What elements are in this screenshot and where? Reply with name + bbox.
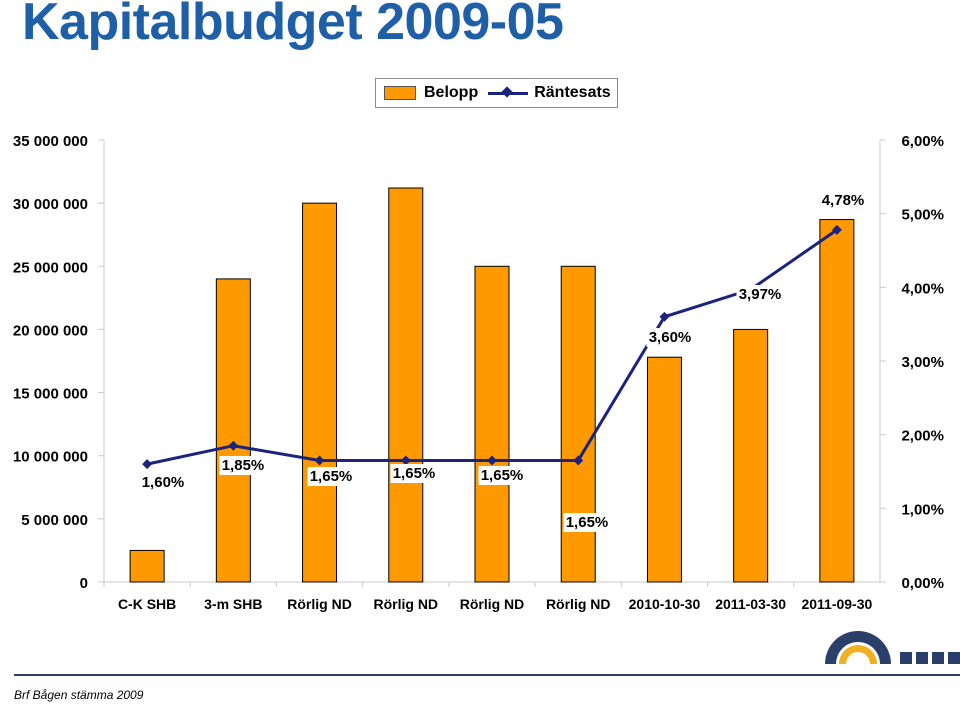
data-label-rantesats: 4,78% <box>822 192 865 209</box>
left-tick-label: 30 000 000 <box>13 196 88 213</box>
left-tick-label: 0 <box>80 575 88 592</box>
line-point-rantesats <box>314 455 325 466</box>
left-tick-label: 35 000 000 <box>13 133 88 150</box>
right-tick-label: 1,00% <box>901 501 944 518</box>
right-tick-label: 0,00% <box>901 575 944 592</box>
right-tick-label: 5,00% <box>901 207 944 224</box>
data-label-bg <box>736 285 784 304</box>
data-label-bg <box>307 467 355 486</box>
right-tick-label: 2,00% <box>901 428 944 445</box>
data-label-rantesats: 1,65% <box>393 465 436 482</box>
x-tick-label: Rörlig ND <box>460 596 525 612</box>
legend-label-belopp: Belopp <box>424 84 479 101</box>
data-label-bg <box>219 456 267 475</box>
left-tick-label: 10 000 000 <box>13 449 88 466</box>
data-label-bg <box>646 328 694 347</box>
data-label-bg <box>139 473 187 492</box>
chart-svg: 0 5 000 000 10 000 000 15 000 000 20 000 000… <box>13 133 944 612</box>
x-tick-label: 2010-10-30 <box>629 596 701 612</box>
footer-note: Brf Bågen stämma 2009 <box>14 688 144 702</box>
data-label-rantesats: 3,97% <box>739 286 782 303</box>
data-label-rantesats: 1,65% <box>566 514 609 531</box>
footer-divider <box>14 674 960 676</box>
bar-belopp <box>819 219 855 583</box>
data-label-bg <box>819 191 867 210</box>
data-label-bg <box>478 466 526 485</box>
line-point-rantesats <box>831 224 842 235</box>
line-point-rantesats <box>573 455 584 466</box>
legend-label-rantesats: Räntesats <box>534 84 611 101</box>
right-tick-label: 4,00% <box>901 280 944 297</box>
line-point-rantesats <box>487 455 497 466</box>
left-tick-label: 20 000 000 <box>13 322 88 339</box>
data-label-rantesats: 3,60% <box>649 329 692 346</box>
x-tick-label: Rörlig ND <box>373 596 438 612</box>
left-tick-label: 25 000 000 <box>13 259 88 276</box>
line-point-rantesats <box>400 455 411 466</box>
bar-belopp <box>646 356 682 583</box>
bar-belopp <box>129 549 165 583</box>
bar-belopp <box>388 187 424 583</box>
x-tick-label: 2011-03-30 <box>715 596 786 612</box>
left-tick-label: 15 000 000 <box>13 386 88 403</box>
bar-belopp <box>302 202 338 583</box>
x-tick-label: 3-m SHB <box>204 596 262 612</box>
data-label-rantesats: 1,65% <box>310 468 353 485</box>
data-label-rantesats: 1,60% <box>142 474 185 491</box>
x-tick-label: Rörlig ND <box>287 596 352 612</box>
left-tick-label: 5 000 000 <box>21 512 88 529</box>
data-label-bg <box>563 513 611 532</box>
legend-swatch-rantesats <box>488 87 529 99</box>
data-label-bg <box>390 464 438 483</box>
x-tick-label: 2011-09-30 <box>801 596 872 612</box>
line-point-rantesats <box>228 440 239 451</box>
bar-belopp <box>560 265 596 583</box>
bar-belopp <box>474 265 510 583</box>
logo-image <box>825 631 960 664</box>
legend-swatch-belopp <box>384 86 416 100</box>
data-label-rantesats: 1,85% <box>222 457 265 474</box>
bar-belopp <box>733 328 769 583</box>
line-point-rantesats <box>142 459 153 470</box>
bar-belopp <box>215 278 251 583</box>
chart-legend: Belopp Räntesats <box>375 78 618 108</box>
right-tick-label: 3,00% <box>901 354 944 371</box>
x-tick-label: Rörlig ND <box>546 596 611 612</box>
right-tick-label: 6,00% <box>901 133 944 150</box>
data-label-rantesats: 1,65% <box>481 467 524 484</box>
x-tick-label: C-K SHB <box>118 596 176 612</box>
page-title: Kapitalbudget 2009-05 <box>22 0 564 51</box>
line-point-rantesats <box>659 311 670 322</box>
